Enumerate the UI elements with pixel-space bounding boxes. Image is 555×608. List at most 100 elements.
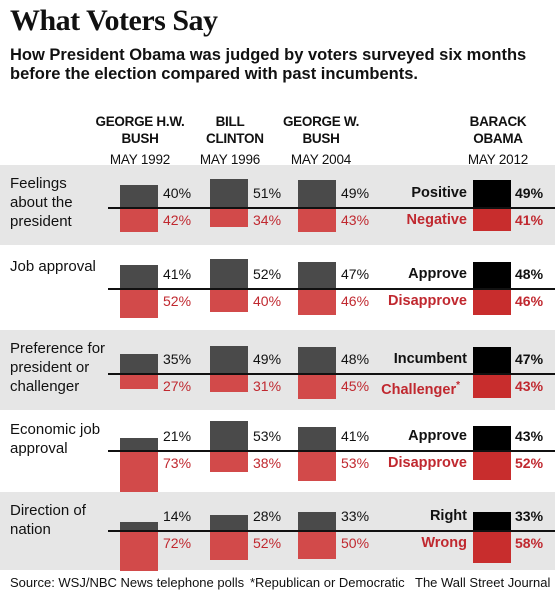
negative-value-label: 31% <box>253 378 282 394</box>
obama-positive-label: Positive <box>411 185 467 201</box>
negative-bar <box>298 531 336 559</box>
obama-negative-label: Negative <box>347 212 467 228</box>
obama-positive-label: Approve <box>408 266 467 282</box>
positive-bar <box>210 514 248 530</box>
positive-value-label: 40% <box>163 185 192 201</box>
negative-value-label: 27% <box>163 378 192 394</box>
positive-value-label: 48% <box>341 351 370 367</box>
obama-negative-label: Challenger* <box>340 378 460 398</box>
negative-bar <box>210 289 248 312</box>
positive-value-label: 49% <box>515 185 544 201</box>
positive-value-label: 49% <box>341 185 370 201</box>
obama-positive-label: Incumbent <box>393 351 467 367</box>
column-date: MAY 2004 <box>290 152 352 167</box>
column-date: MAY 1996 <box>199 152 261 167</box>
negative-value-label: 43% <box>515 378 544 394</box>
question-row: Job approval 41% 52% 52% 40% 47% 46% 48% 46% Appr… <box>0 248 555 328</box>
positive-bar <box>120 185 158 207</box>
negative-bar <box>473 374 511 399</box>
column-header-bush-jr: GEORGE W. BUSH MAY 2004 <box>275 113 367 168</box>
positive-bar <box>210 178 248 207</box>
negative-bar <box>473 451 511 481</box>
negative-value-label: 43% <box>341 212 370 228</box>
footer-note: *Republican or Democratic <box>250 575 405 590</box>
negative-value-label: 40% <box>253 293 282 309</box>
positive-bar <box>210 420 248 450</box>
column-name: GEORGE W. BUSH <box>282 114 360 146</box>
positive-bar <box>473 180 511 207</box>
column-name: BILL CLINTON <box>206 114 264 146</box>
obama-negative-label: Disapprove <box>347 455 467 471</box>
positive-value-label: 33% <box>341 508 370 524</box>
baseline <box>108 450 555 452</box>
negative-bar <box>210 374 248 392</box>
baseline <box>108 288 555 290</box>
negative-value-label: 46% <box>341 293 370 309</box>
baseline <box>108 530 555 532</box>
positive-bar <box>120 438 158 450</box>
obama-negative-label-text: Disapprove <box>388 455 467 471</box>
question-label: Economic job approval <box>10 421 101 457</box>
column-header-obama: BARACK OBAMA MAY 2012 <box>448 113 548 168</box>
positive-value-label: 47% <box>341 266 370 282</box>
question-label: Job approval <box>10 258 96 275</box>
positive-value-label: 48% <box>515 266 544 282</box>
negative-bar <box>298 289 336 315</box>
question-label: Preference for president or challenger <box>10 340 106 395</box>
column-name: BARACK OBAMA <box>469 114 527 146</box>
footer-source: Source: WSJ/NBC News telephone polls <box>10 575 245 590</box>
column-date: MAY 2012 <box>467 152 529 167</box>
positive-value-label: 14% <box>163 508 192 524</box>
question-row: Direction of nation 14% 72% 28% 52% 33% 50% 33%… <box>0 492 555 572</box>
positive-bar <box>120 265 158 288</box>
positive-bar <box>298 180 336 207</box>
question-row: Feelings about the president 40% 42% 51% 34%… <box>0 165 555 245</box>
obama-negative-label-text: Disapprove <box>388 293 467 309</box>
negative-bar <box>298 451 336 481</box>
footer-credit: The Wall Street Journal <box>415 575 551 590</box>
negative-bar <box>298 374 336 400</box>
obama-positive-label: Approve <box>408 428 467 444</box>
positive-value-label: 52% <box>253 266 282 282</box>
column-header-clinton: BILL CLINTON MAY 1996 <box>190 113 270 168</box>
positive-bar <box>473 261 511 288</box>
negative-value-label: 38% <box>253 455 282 471</box>
positive-bar <box>298 262 336 288</box>
negative-value-label: 53% <box>341 455 370 471</box>
negative-bar <box>120 451 158 492</box>
obama-negative-label-text: Negative <box>406 212 467 228</box>
baseline <box>108 207 555 209</box>
negative-bar <box>120 531 158 572</box>
obama-negative-label-text: Challenger <box>381 381 457 398</box>
positive-bar <box>120 522 158 530</box>
negative-bar <box>473 208 511 232</box>
positive-value-label: 51% <box>253 185 282 201</box>
negative-value-label: 52% <box>515 455 544 471</box>
negative-bar <box>473 289 511 315</box>
obama-negative-label: Wrong <box>347 535 467 551</box>
negative-bar <box>473 531 511 564</box>
positive-value-label: 43% <box>515 428 544 444</box>
column-header-bush-sr: GEORGE H.W. BUSH MAY 1992 <box>95 113 185 168</box>
negative-bar <box>120 208 158 232</box>
negative-value-label: 46% <box>515 293 544 309</box>
negative-value-label: 42% <box>163 212 192 228</box>
positive-bar <box>120 353 158 373</box>
negative-value-label: 52% <box>163 293 192 309</box>
positive-bar <box>298 427 336 450</box>
negative-value-label: 58% <box>515 535 544 551</box>
obama-negative-label-text: Wrong <box>421 535 467 551</box>
positive-value-label: 53% <box>253 428 282 444</box>
positive-value-label: 41% <box>341 428 370 444</box>
question-label: Feelings about the president <box>10 175 73 230</box>
positive-bar <box>473 347 511 373</box>
question-row: Economic job approval 21% 73% 53% 38% 41% 53% 4… <box>0 411 555 492</box>
negative-bar <box>210 531 248 561</box>
negative-value-label: 45% <box>341 378 370 394</box>
positive-value-label: 47% <box>515 351 544 367</box>
negative-value-label: 50% <box>341 535 370 551</box>
negative-bar <box>210 208 248 228</box>
positive-value-label: 21% <box>163 428 192 444</box>
question-label: Direction of nation <box>10 502 86 538</box>
positive-bar <box>210 346 248 373</box>
